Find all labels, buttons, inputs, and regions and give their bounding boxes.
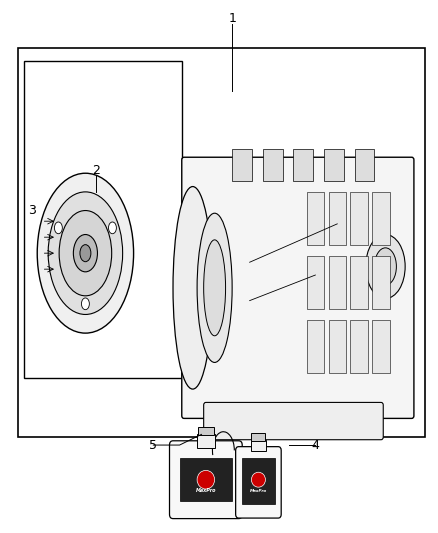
Bar	[328, 192, 346, 245]
Bar	[293, 149, 313, 181]
Bar	[198, 427, 214, 435]
Text: MaxPro: MaxPro	[250, 489, 267, 494]
Ellipse shape	[109, 222, 117, 233]
Text: 4: 4	[311, 439, 319, 451]
Ellipse shape	[366, 235, 405, 298]
Ellipse shape	[59, 211, 112, 296]
Ellipse shape	[251, 472, 265, 487]
Bar	[372, 320, 390, 373]
Bar	[350, 192, 368, 245]
Ellipse shape	[80, 245, 91, 262]
Ellipse shape	[81, 298, 89, 310]
Bar	[307, 320, 324, 373]
Bar	[251, 433, 265, 441]
FancyBboxPatch shape	[170, 441, 242, 519]
Ellipse shape	[374, 248, 396, 285]
Bar	[180, 458, 232, 501]
Ellipse shape	[204, 240, 226, 336]
Ellipse shape	[37, 173, 134, 333]
Ellipse shape	[73, 235, 97, 272]
Ellipse shape	[197, 213, 232, 362]
Text: 3: 3	[28, 204, 35, 217]
Text: 1: 1	[228, 12, 236, 25]
Bar	[24, 61, 182, 378]
Bar	[355, 149, 374, 181]
Bar	[197, 434, 215, 448]
Ellipse shape	[48, 192, 123, 314]
Bar	[324, 149, 344, 181]
Ellipse shape	[54, 222, 62, 233]
Bar	[251, 440, 266, 451]
Bar	[232, 149, 252, 181]
Bar	[372, 256, 390, 309]
Bar	[307, 256, 324, 309]
Text: 5: 5	[149, 439, 157, 451]
FancyBboxPatch shape	[182, 157, 414, 418]
Bar	[328, 320, 346, 373]
FancyBboxPatch shape	[236, 447, 281, 518]
Ellipse shape	[197, 470, 215, 489]
Bar	[307, 192, 324, 245]
Ellipse shape	[173, 187, 212, 389]
Bar	[263, 149, 283, 181]
Text: 2: 2	[92, 164, 100, 177]
Bar	[328, 256, 346, 309]
Bar	[372, 192, 390, 245]
Bar	[18, 48, 425, 437]
Bar	[350, 320, 368, 373]
FancyBboxPatch shape	[204, 402, 383, 440]
Text: MaxPro: MaxPro	[196, 488, 216, 493]
Bar	[242, 458, 275, 504]
Bar	[350, 256, 368, 309]
